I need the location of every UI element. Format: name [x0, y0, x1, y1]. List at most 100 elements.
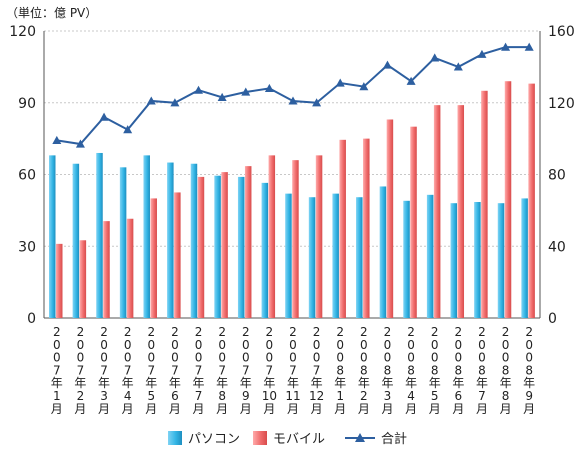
point-total [146, 96, 156, 105]
y-left-tick-label: 90 [18, 96, 36, 112]
bar-pasokon [308, 197, 316, 318]
bar-mobile [315, 155, 323, 318]
bar-mobile [481, 90, 488, 319]
y-left-tick-label: 120 [9, 24, 36, 40]
bar-mobile [56, 243, 63, 318]
bar-pasokon [190, 163, 198, 318]
point-total [217, 92, 227, 101]
bar-mobile [386, 119, 394, 318]
bar-mobile [221, 172, 228, 318]
legend-swatch-pasokon [168, 431, 182, 445]
unit-label: （単位：億 PV） [6, 6, 98, 20]
bar-mobile [292, 160, 299, 318]
bar-mobile [339, 139, 346, 318]
y-right-tick-label: 40 [548, 239, 566, 255]
point-total [264, 83, 274, 92]
bar-mobile [244, 166, 252, 318]
point-total [123, 125, 133, 134]
bar-mobile [79, 240, 87, 318]
legend-marker-total [355, 433, 365, 442]
bar-pasokon [72, 163, 80, 318]
point-total [359, 82, 369, 91]
bar-mobile [126, 218, 134, 318]
bar-pasokon [261, 182, 269, 318]
x-tick-label: 2 0 0 7 年 12 月 [309, 325, 324, 416]
bar-pasokon [49, 155, 56, 318]
legend-swatch-mobile [253, 431, 267, 445]
bar-pasokon [167, 162, 174, 318]
point-total [382, 60, 392, 69]
point-total [241, 87, 251, 96]
point-total [501, 42, 511, 51]
point-total [477, 49, 487, 58]
bar-mobile [150, 198, 157, 318]
bar-pasokon [214, 175, 221, 318]
bar-pasokon [332, 193, 339, 318]
point-total [312, 98, 322, 107]
bar-pasokon [521, 198, 528, 318]
legend-label-pasokon: パソコン [188, 432, 240, 447]
bar-pasokon [497, 203, 505, 318]
point-total [288, 96, 298, 105]
bar-mobile [528, 83, 535, 318]
bar-pasokon [119, 167, 127, 318]
bar-mobile [174, 192, 181, 318]
bar-mobile [268, 155, 276, 318]
y-left-tick-label: 30 [18, 239, 36, 255]
bar-mobile [410, 126, 417, 319]
bar-pasokon [356, 197, 363, 318]
point-total [335, 78, 345, 87]
bar-mobile [433, 105, 441, 319]
point-total [524, 42, 534, 51]
bar-pasokon [143, 155, 150, 318]
bar-pasokon [474, 202, 481, 318]
bar-pasokon [426, 194, 434, 318]
y-right-tick-label: 120 [548, 96, 575, 112]
point-total [75, 139, 85, 148]
point-total [430, 53, 440, 62]
y-right-tick-label: 80 [548, 168, 566, 184]
bar-mobile [504, 81, 512, 318]
x-tick-label: 2 0 0 7 年 11 月 [285, 325, 300, 416]
bar-mobile [197, 176, 205, 318]
y-left-tick-label: 60 [18, 168, 36, 184]
x-tick-label: 2 0 0 7 年 10 月 [262, 325, 277, 416]
point-total [170, 98, 180, 107]
bar-mobile [363, 138, 370, 318]
bar-pasokon [237, 176, 245, 318]
bar-pasokon [450, 203, 458, 318]
y-left-tick-label: 0 [27, 311, 36, 327]
point-total [52, 135, 62, 145]
bar-pasokon [379, 186, 387, 318]
y-right-tick-label: 0 [548, 311, 557, 327]
legend-label-total: 合計 [381, 431, 407, 447]
bar-pasokon [285, 193, 292, 318]
point-total [453, 62, 463, 71]
y-right-tick-label: 160 [548, 24, 575, 40]
bar-mobile [103, 221, 110, 318]
legend-label-mobile: モバイル [273, 432, 325, 447]
bar-pasokon [403, 200, 410, 318]
point-total [99, 112, 109, 121]
bar-mobile [457, 105, 465, 319]
point-total [194, 85, 204, 94]
